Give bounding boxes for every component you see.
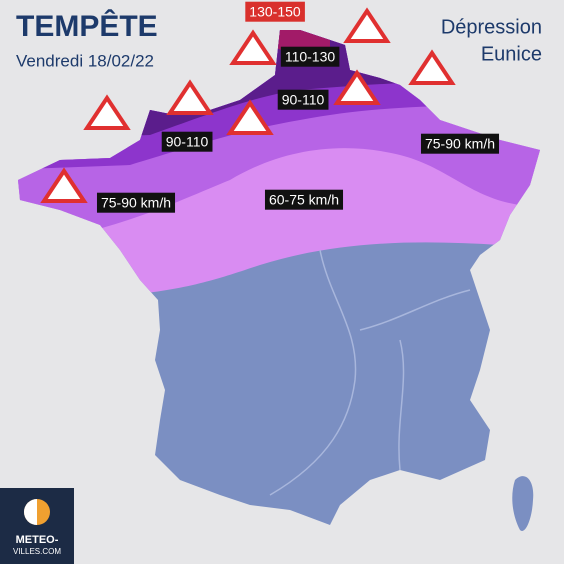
zone-label-box [96, 192, 176, 213]
zone-130-150 [270, 30, 330, 60]
zone-label-box [420, 133, 500, 154]
title: TEMPÊTE [16, 9, 158, 43]
corsica [512, 476, 534, 531]
zone-label-box [280, 46, 340, 67]
zone-label: 75-90 km/h [425, 136, 495, 152]
zone-label-box [277, 89, 329, 110]
zone-label: 90-110 [166, 134, 209, 150]
zone-label: 110-130 [285, 49, 336, 65]
storm-name: Eunice [481, 43, 542, 65]
date: Vendredi 18/02/22 [16, 51, 154, 70]
logo-text: VILLES.COM [13, 547, 61, 556]
zone-label-box [161, 131, 213, 152]
zone-label: 130-150 [249, 4, 301, 20]
storm-name: Dépression [441, 16, 542, 38]
logo-text: METEO- [16, 534, 59, 546]
zone-labels: 130-150 110-130 90-110 90-110 75-90 km/h 75-9… [96, 1, 500, 213]
regions [269, 249, 471, 496]
zone-label: 60-75 km/h [269, 192, 339, 208]
zone-label-box [245, 1, 305, 22]
warnings [40, 7, 456, 203]
zone-label: 75-90 km/h [101, 195, 171, 211]
zone-label: 90-110 [282, 92, 325, 108]
zone-label-box [264, 189, 344, 210]
